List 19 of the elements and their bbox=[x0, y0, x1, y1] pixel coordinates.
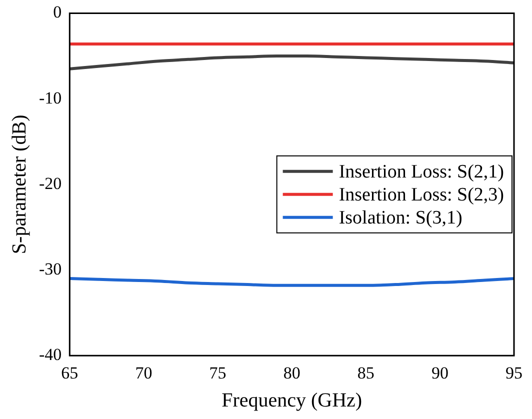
x-tick-label: 65 bbox=[61, 363, 78, 382]
x-tick-label: 75 bbox=[209, 363, 226, 382]
x-tick-label: 70 bbox=[135, 363, 152, 382]
y-tick-label: -30 bbox=[38, 259, 62, 278]
legend-label: Insertion Loss: S(2,1) bbox=[338, 161, 504, 182]
x-tick-label: 85 bbox=[357, 363, 374, 382]
legend-label: Isolation: S(3,1) bbox=[338, 207, 462, 228]
y-tick-label: 0 bbox=[53, 2, 62, 22]
legend-label: Insertion Loss: S(2,3) bbox=[338, 184, 504, 206]
x-axis-title: Frequency (GHz) bbox=[222, 389, 362, 412]
y-tick-label: -10 bbox=[38, 88, 62, 108]
x-tick-label: 95 bbox=[506, 363, 522, 382]
line-series bbox=[70, 277, 514, 287]
y-tick-label: -40 bbox=[38, 345, 62, 364]
x-tick-label: 90 bbox=[431, 363, 448, 382]
line-series bbox=[70, 54, 514, 70]
y-axis-title: S-parameter (dB) bbox=[8, 114, 30, 254]
y-tick-label: -20 bbox=[38, 174, 62, 193]
x-tick-label: 80 bbox=[283, 363, 300, 382]
